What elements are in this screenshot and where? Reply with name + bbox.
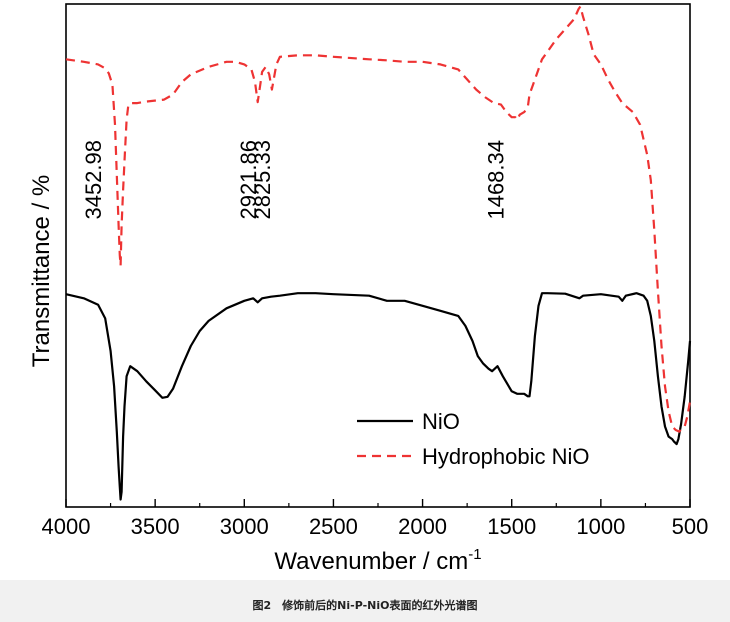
x-axis-label-exponent: -1 (468, 546, 481, 563)
x-tick-label: 2000 (398, 514, 447, 539)
x-tick-label: 3500 (131, 514, 180, 539)
x-axis-label: Wavenumber / cm-1 (274, 546, 481, 575)
x-tick-label: 2500 (309, 514, 358, 539)
peak-annotation: 3452.98 (81, 140, 106, 220)
y-axis-label: Transmittance / % (28, 175, 55, 368)
x-axis-label-text: Wavenumber / cm (274, 548, 468, 575)
series-line-hydrophobic-nio (65, 5, 692, 433)
legend-label-nio: NiO (422, 409, 460, 434)
x-tick-label: 500 (672, 514, 709, 539)
series-line-nio (65, 292, 692, 501)
series-layer (65, 5, 692, 501)
caption-bar (0, 580, 730, 622)
peak-annotation: 1468.34 (484, 140, 509, 220)
x-tick-label: 1000 (576, 514, 625, 539)
peak-annotation: 2825.33 (250, 140, 275, 220)
plot-frame (65, 3, 691, 508)
x-tick-label: 3000 (220, 514, 269, 539)
legend: NiO Hydrophobic NiO (357, 409, 590, 469)
figure-caption: 图2 修饰前后的Ni-P-NiO表面的红外光谱图 (252, 599, 478, 612)
x-tick-label: 4000 (42, 514, 91, 539)
peak-annotation: 2921.86 (236, 140, 261, 220)
x-axis: 4000 3500 3000 2500 2000 1500 1000 500 (42, 499, 709, 539)
legend-label-hydrophobic-nio: Hydrophobic NiO (422, 444, 590, 469)
x-tick-label: 1500 (487, 514, 536, 539)
